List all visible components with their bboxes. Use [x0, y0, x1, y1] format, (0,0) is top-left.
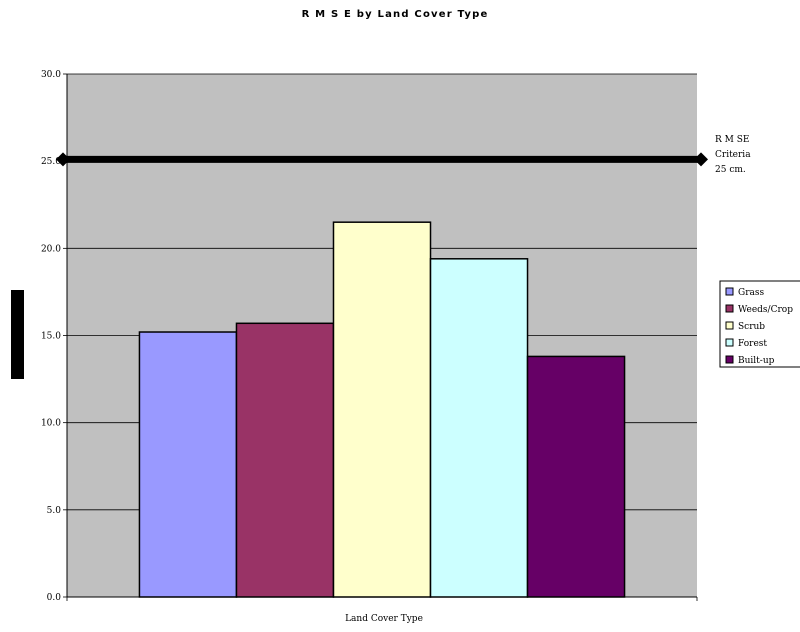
legend-swatch	[725, 355, 734, 364]
y-tick-label: 0.0	[47, 593, 62, 603]
y-tick-labels: 0.0 5.0 10.0 15.0 20.0 25.0 30.0	[41, 70, 61, 603]
legend-swatch	[725, 338, 734, 347]
legend-swatch	[725, 304, 734, 313]
bar-forest	[429, 258, 529, 598]
legend-label: Scrub	[738, 322, 765, 332]
legend-label: Built-up	[738, 356, 775, 366]
legend-label: Grass	[738, 288, 764, 298]
criteria-line	[56, 152, 708, 167]
y-tick-label: 30.0	[41, 70, 61, 80]
criteria-label-line: R M SE	[715, 135, 749, 145]
chart-title: R M S E by Land Cover Type	[302, 9, 489, 20]
legend-label: Forest	[738, 339, 767, 349]
x-axis-label: Land Cover Type	[345, 614, 423, 624]
legend-swatch	[725, 321, 734, 330]
criteria-label: R M SE Criteria 25 cm.	[715, 135, 751, 175]
criteria-diamond-marker	[694, 152, 708, 167]
criteria-label-line: Criteria	[715, 150, 751, 160]
y-tick-label: 25.0	[41, 157, 61, 167]
criteria-label-line: 25 cm.	[715, 165, 746, 175]
bar-built-up	[526, 355, 626, 598]
criteria-diamond-marker	[56, 152, 70, 167]
legend-swatch	[725, 287, 734, 296]
bar-scrub	[332, 221, 432, 598]
y-tick-label: 10.0	[41, 419, 61, 429]
bar-weeds-crop	[235, 322, 335, 598]
plot-area: 0.0 5.0 10.0 15.0 20.0 25.0 30.0	[41, 70, 708, 603]
y-tick-label: 20.0	[41, 244, 61, 254]
bars	[138, 221, 626, 598]
legend: Grass Weeds/Crop Scrub Forest Built-up	[719, 280, 800, 368]
left-black-marker	[11, 290, 24, 379]
y-tick-label: 5.0	[47, 506, 62, 516]
bar-grass	[138, 331, 238, 598]
legend-label: Weeds/Crop	[738, 305, 793, 315]
y-tick-label: 15.0	[41, 332, 61, 342]
